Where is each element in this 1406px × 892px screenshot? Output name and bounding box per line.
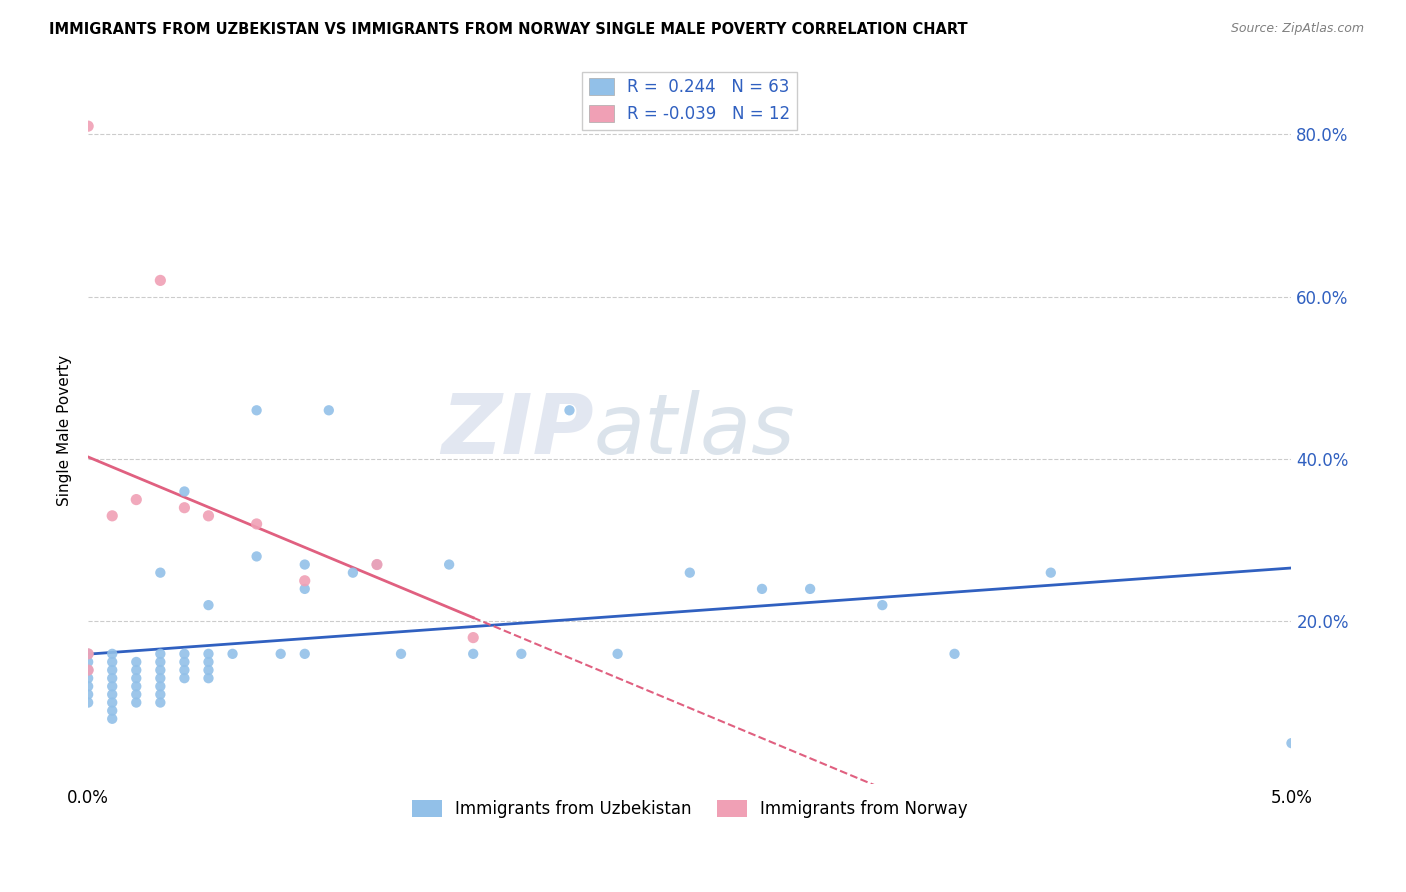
Text: atlas: atlas	[593, 390, 796, 471]
Point	[149, 273, 172, 287]
Point	[125, 655, 148, 669]
Point	[173, 671, 195, 685]
Point	[125, 671, 148, 685]
Point	[463, 647, 485, 661]
Point	[510, 647, 533, 661]
Point	[872, 598, 894, 612]
Point	[437, 558, 460, 572]
Point	[149, 663, 172, 677]
Point	[173, 500, 195, 515]
Point	[679, 566, 702, 580]
Point	[173, 663, 195, 677]
Point	[294, 558, 316, 572]
Point	[101, 712, 124, 726]
Point	[149, 655, 172, 669]
Point	[197, 655, 219, 669]
Point	[1039, 566, 1062, 580]
Point	[558, 403, 581, 417]
Point	[149, 679, 172, 693]
Point	[125, 663, 148, 677]
Point	[149, 671, 172, 685]
Point	[77, 647, 100, 661]
Point	[197, 508, 219, 523]
Point	[197, 663, 219, 677]
Point	[246, 516, 269, 531]
Point	[246, 403, 269, 417]
Point	[294, 574, 316, 588]
Point	[77, 663, 100, 677]
Point	[606, 647, 628, 661]
Point	[751, 582, 773, 596]
Point	[77, 679, 100, 693]
Point	[101, 671, 124, 685]
Point	[101, 679, 124, 693]
Point	[101, 508, 124, 523]
Point	[77, 119, 100, 133]
Point	[943, 647, 966, 661]
Text: Source: ZipAtlas.com: Source: ZipAtlas.com	[1230, 22, 1364, 36]
Point	[270, 647, 292, 661]
Point	[101, 663, 124, 677]
Point	[366, 558, 388, 572]
Text: IMMIGRANTS FROM UZBEKISTAN VS IMMIGRANTS FROM NORWAY SINGLE MALE POVERTY CORRELA: IMMIGRANTS FROM UZBEKISTAN VS IMMIGRANTS…	[49, 22, 967, 37]
Point	[173, 647, 195, 661]
Point	[173, 484, 195, 499]
Point	[77, 655, 100, 669]
Point	[77, 688, 100, 702]
Point	[77, 647, 100, 661]
Point	[101, 696, 124, 710]
Point	[197, 647, 219, 661]
Point	[125, 688, 148, 702]
Point	[366, 558, 388, 572]
Point	[1281, 736, 1303, 750]
Point	[342, 566, 364, 580]
Point	[463, 631, 485, 645]
Point	[101, 704, 124, 718]
Point	[318, 403, 340, 417]
Point	[246, 549, 269, 564]
Point	[197, 671, 219, 685]
Text: ZIP: ZIP	[441, 390, 593, 471]
Point	[221, 647, 243, 661]
Point	[77, 663, 100, 677]
Point	[173, 655, 195, 669]
Point	[149, 647, 172, 661]
Point	[101, 647, 124, 661]
Point	[125, 696, 148, 710]
Point	[101, 655, 124, 669]
Y-axis label: Single Male Poverty: Single Male Poverty	[58, 355, 72, 506]
Point	[294, 582, 316, 596]
Point	[799, 582, 821, 596]
Point	[77, 671, 100, 685]
Point	[149, 688, 172, 702]
Point	[101, 688, 124, 702]
Point	[149, 696, 172, 710]
Point	[125, 492, 148, 507]
Point	[197, 598, 219, 612]
Point	[125, 679, 148, 693]
Point	[389, 647, 412, 661]
Point	[294, 647, 316, 661]
Point	[149, 566, 172, 580]
Legend: Immigrants from Uzbekistan, Immigrants from Norway: Immigrants from Uzbekistan, Immigrants f…	[405, 793, 974, 825]
Point	[77, 696, 100, 710]
